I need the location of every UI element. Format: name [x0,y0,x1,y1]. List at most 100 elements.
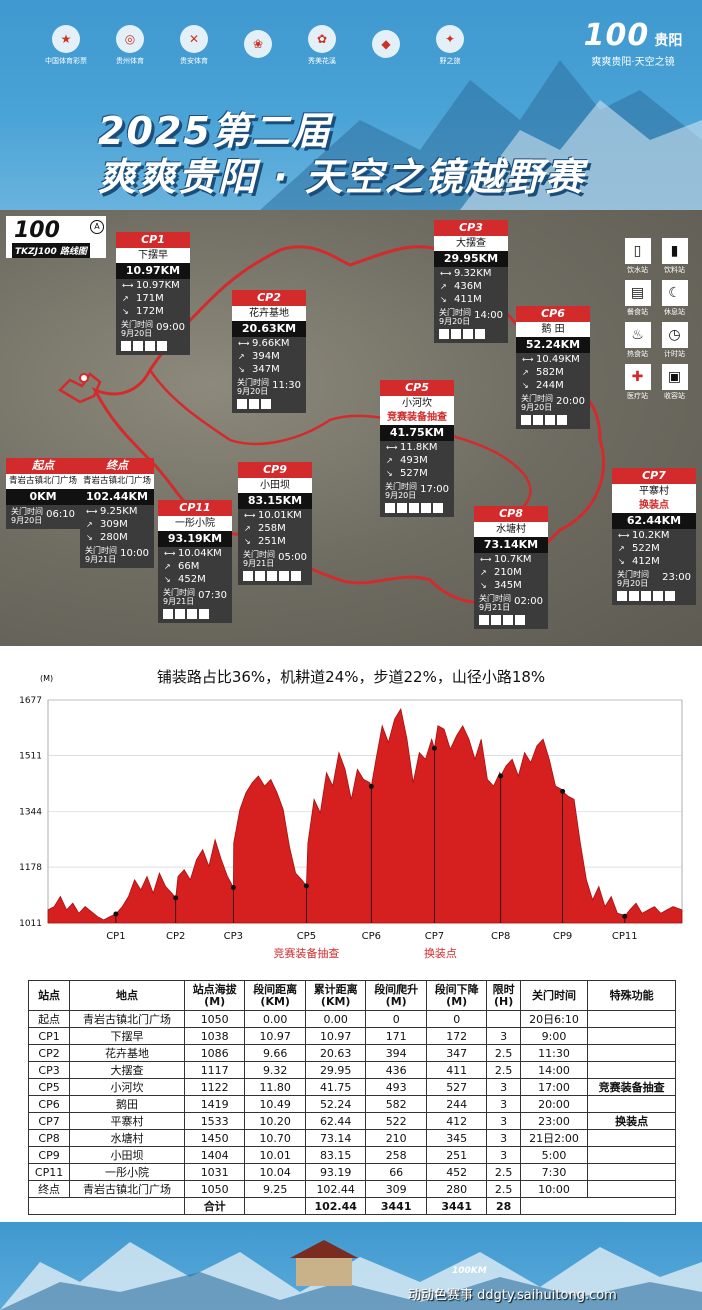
table-cell: 0 [365,1010,427,1028]
table-cell: 102.44 [304,1180,367,1198]
table-cell: 3 [486,1112,521,1130]
checkpoint-point [560,788,566,794]
table-cell: 102.44 [304,1197,367,1215]
checkpoint-card-cp6[interactable]: CP6 鹅 田 52.24KM ⟷ 10.49KM ↗ 582M ↘ 244M 关门时… [516,306,590,429]
ascent-icon: ↗ [440,282,447,291]
checkpoint-card-cp8[interactable]: CP8 水塘村 73.14KM ⟷ 10.7KM ↗ 210M ↘ 345M 关门时间… [474,506,548,629]
table-cell: 10.70 [244,1129,306,1147]
table-row: 起点 青岩古镇北门广场 1050 0.00 0.00 0 0 20日6:10 [27,1010,676,1028]
table-cell [587,1010,676,1028]
station-service-icons [474,612,548,629]
column-header: 段间下降 (M) [425,980,488,1011]
table-cell: 青岩古镇北门广场 [69,1180,185,1198]
ascent-icon: ↗ [480,568,487,577]
table-cell: 1086 [183,1044,246,1062]
table-cell: 280 [425,1180,488,1198]
checkpoint-table: 站点 地点 站点海拔 (M) 段间距离 (KM) 累计距离 (KM) 段间爬升 (M) 段间… [27,980,677,1215]
table-cell: 3441 [425,1197,488,1215]
table-cell: 2.5 [486,1044,521,1062]
table-cell: 平寨村 [69,1112,185,1130]
station-service-icons [434,326,508,343]
table-cell: 0.00 [244,1010,306,1028]
checkpoint-point [431,745,437,751]
table-cell: 2.5 [486,1163,521,1181]
table-cell: 62.44 [304,1112,367,1130]
table-cell: CP2 [27,1044,71,1062]
checkpoint-card-cp2[interactable]: CP2 花卉基地 20.63KM ⟷ 9.66KM ↗ 394M ↘ 347M 关门时… [232,290,306,413]
descent-icon: ↘ [386,469,393,478]
table-cell: 93.19 [304,1163,367,1181]
y-tick-label: 1178 [19,863,42,873]
table-cell: 20.63 [304,1044,367,1062]
checkpoint-card-start[interactable]: 起点 青岩古镇北门广场 0KM 关门时间 9月20日 06:10 [6,458,80,529]
checkpoint-card-cp1[interactable]: CP1 下摆早 10.97KM ⟷ 10.97KM ↗ 171M ↘ 172M 关门时… [116,232,190,355]
x-tick-label: CP8 [491,931,510,942]
legend-item: ▯ 饮水站 [622,238,653,275]
event-title-year: 2025第二届 [98,109,332,153]
ascent-icon: ↗ [86,520,93,529]
table-row: CP2 花卉基地 1086 9.66 20.63 394 347 2.5 11:30 [27,1044,676,1062]
table-cell: 10.97 [244,1027,306,1045]
table-cell [587,1180,676,1198]
sponsor-logo: ❀ [232,22,284,68]
checkpoint-card-cp3[interactable]: CP3 大摆查 29.95KM ⟷ 9.32KM ↗ 436M ↘ 411M 关门时间… [434,220,508,343]
table-cell: CP8 [27,1129,71,1147]
column-header: 站点海拔 (M) [183,980,246,1011]
table-cell: 青岩古镇北门广场 [69,1010,185,1028]
checkpoint-point [622,913,628,919]
table-cell: 73.14 [304,1129,367,1147]
column-header: 站点 [27,980,71,1011]
legend-item: ◷ 计时站 [659,322,690,359]
header-banner: ★ 中国体育彩票 ◎ 贵州体育 ✕ 贵安体育 ❀ ✿ 秀美花溪 ◆ ✦ 野之旅 100 贵… [0,0,702,210]
table-row: CP8 水塘村 1450 10.70 73.14 210 345 3 21日2:00 [27,1129,676,1147]
ascent-icon: ↗ [122,294,129,303]
table-cell: 83.15 [304,1146,367,1164]
distance-icon: ⟷ [618,531,630,540]
checkpoint-point [113,911,119,917]
table-cell: 一彤小院 [69,1163,185,1181]
checkpoint-card-cp11[interactable]: CP11 一彤小院 93.19KM ⟷ 10.04KM ↗ 66M ↘ 452M 关门… [158,500,232,623]
table-cell [587,1027,676,1045]
distance-icon: ⟷ [164,549,176,558]
distance-icon: ⟷ [244,511,256,520]
checkpoint-card-cp5[interactable]: CP5 小河坎 竞赛装备抽查 41.75KM ⟷ 11.8KM ↗ 493M ↘ 52… [380,380,454,517]
table-cell: 9.32 [244,1061,306,1079]
station-service-icons [380,500,454,517]
table-header-row: 站点 地点 站点海拔 (M) 段间距离 (KM) 累计距离 (KM) 段间爬升 (M) 段间… [27,980,676,1011]
table-cell: 582 [365,1095,427,1113]
checkpoint-point [230,885,236,891]
table-cell: 1404 [183,1146,246,1164]
table-row: CP7 平寨村 1533 10.20 62.44 522 412 3 23:00 换装点 [27,1112,676,1130]
clock-icon: ◷ [661,322,688,348]
hot-food-icon: ♨ [624,322,651,348]
checkpoint-card-cp9[interactable]: CP9 小田坝 83.15KM ⟷ 10.01KM ↗ 258M ↘ 251M 关门时… [238,462,312,585]
checkpoint-card-cp7[interactable]: CP7 平寨村 换装点 62.44KM ⟷ 10.2KM ↗ 522M ↘ 412M … [612,468,696,605]
table-cell: 52.24 [304,1095,367,1113]
cup-icon: ▯ [624,238,651,264]
legend-item: ☾ 休息站 [659,280,690,317]
table-cell: CP5 [27,1078,71,1096]
table-cell: 0 [425,1010,488,1028]
table-cell: 210 [365,1129,427,1147]
table-cell: 412 [425,1112,488,1130]
table-cell: 9.25 [244,1180,306,1198]
column-header: 段间距离 (KM) [244,980,306,1011]
checkpoint-point [173,895,179,901]
table-cell: 3 [486,1146,521,1164]
station-service-icons [238,568,312,585]
sponsor-logos: ★ 中国体育彩票 ◎ 贵州体育 ✕ 贵安体育 ❀ ✿ 秀美花溪 ◆ ✦ 野之旅 [40,22,476,68]
table-cell: 172 [425,1027,488,1045]
table-cell: 合计 [183,1197,246,1215]
table-cell: 10.20 [244,1112,306,1130]
table-cell: 3 [486,1095,521,1113]
column-header: 地点 [69,980,185,1011]
table-cell: 21日2:00 [519,1129,589,1147]
checkpoint-card-finish[interactable]: 终点 青岩古镇北门广场 102.44KM ⟷ 9.25KM ↗ 309M ↘ 280M… [80,458,154,568]
table-cell: 9.66 [244,1044,306,1062]
table-cell: 7:30 [519,1163,589,1181]
table-cell: 1533 [183,1112,246,1130]
x-tick-label: CP1 [106,931,125,942]
sponsor-logo: ◆ [360,22,412,68]
event-brand-logo: 100 贵阳 爽爽贵阳·天空之镜 [583,18,683,68]
table-cell: 493 [365,1078,427,1096]
